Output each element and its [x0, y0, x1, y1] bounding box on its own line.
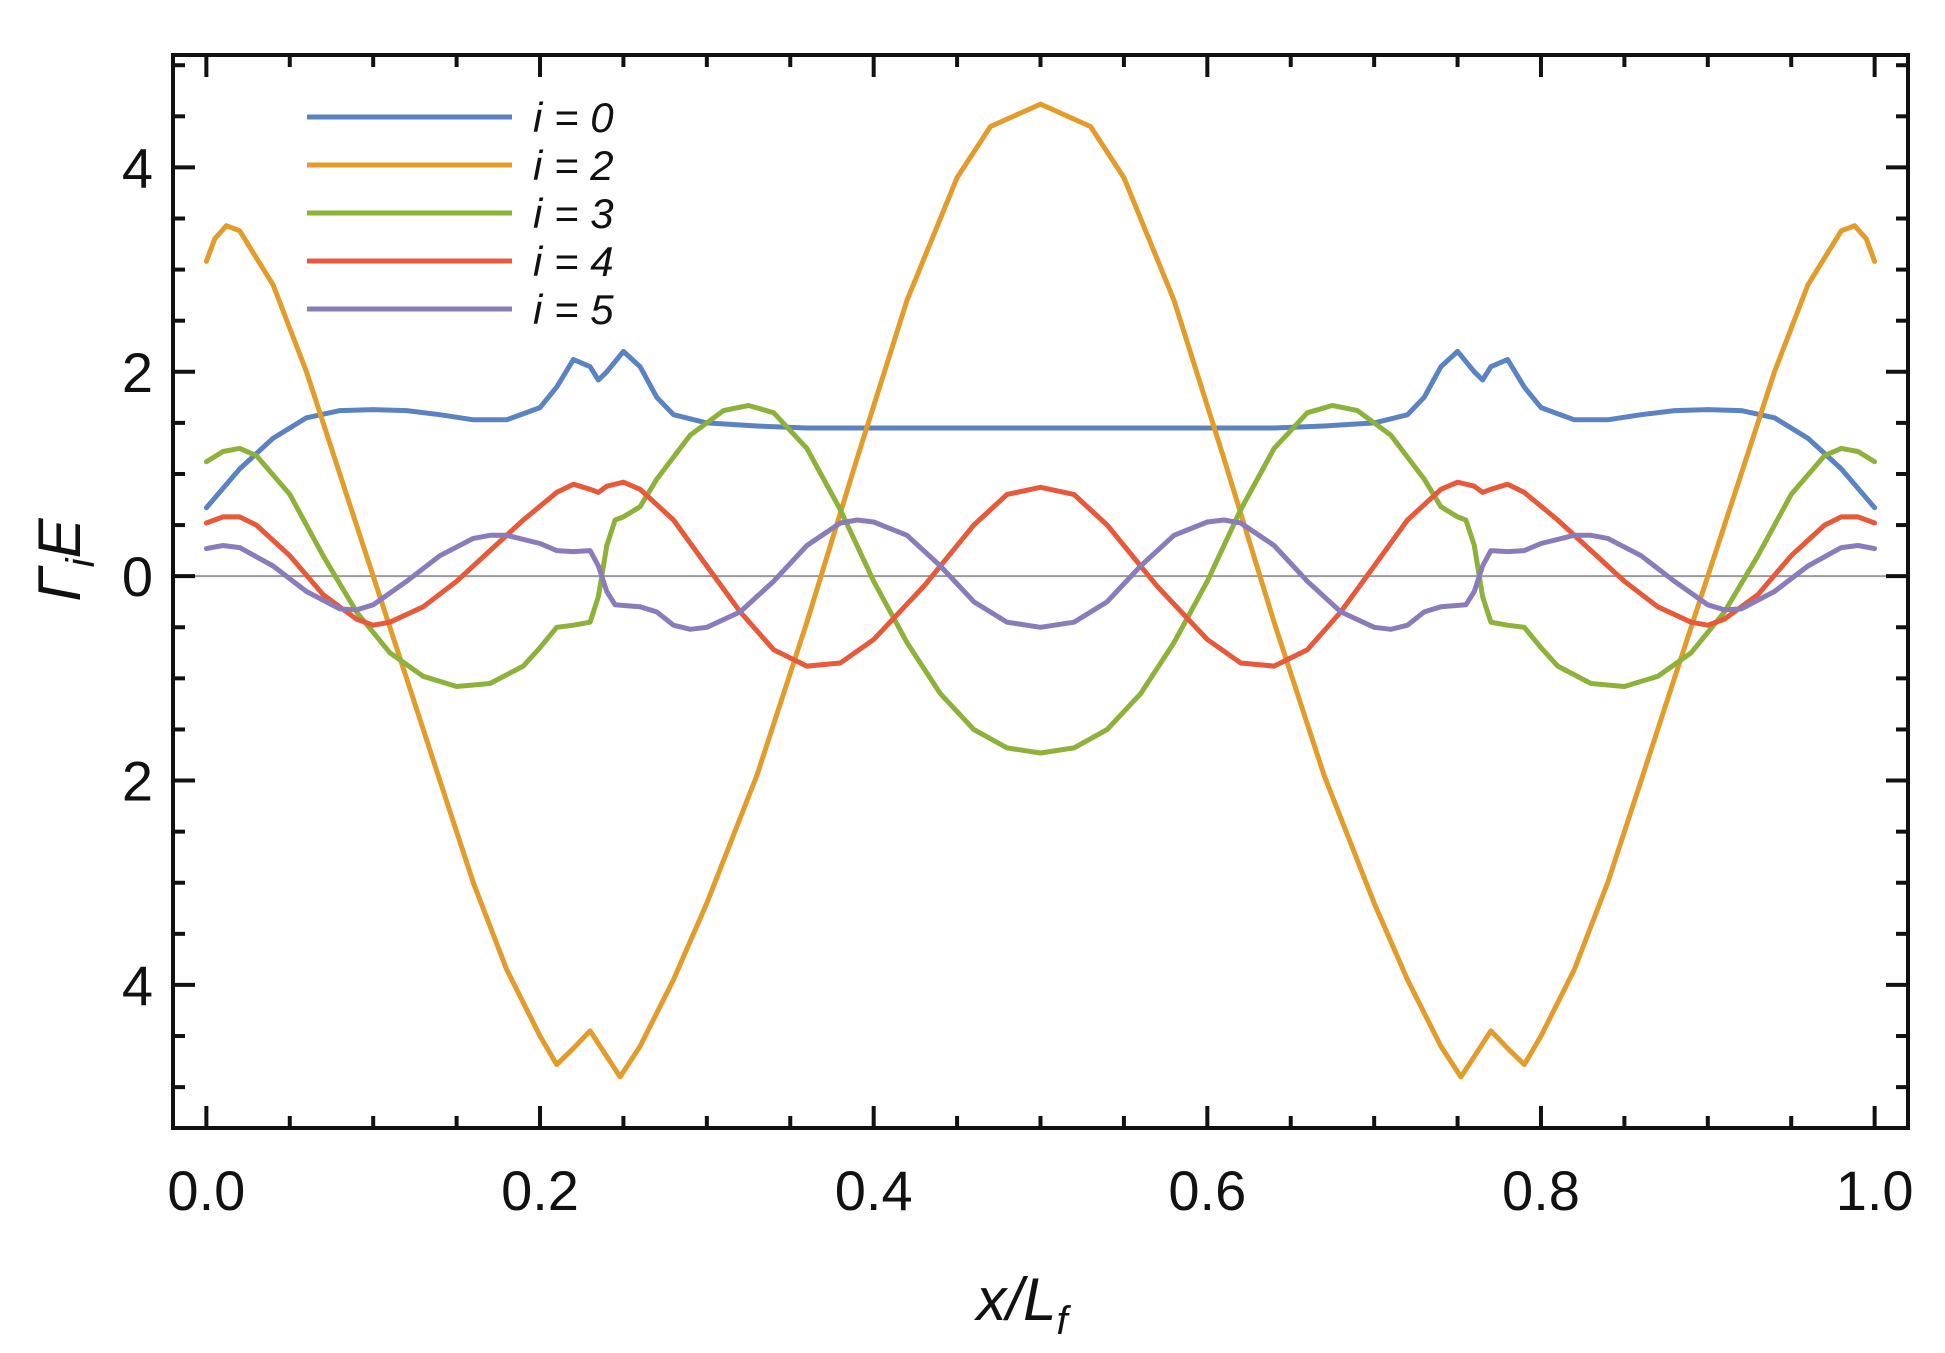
y-tick-label: 2 — [122, 341, 153, 404]
y-tick-label: 0 — [122, 545, 153, 608]
y-axis-label-main: Γ — [26, 565, 93, 602]
legend-label: i = 5 — [533, 286, 614, 333]
x-tick-label: 0.6 — [1168, 1159, 1246, 1222]
y-axis-label: ΓiE — [26, 517, 103, 601]
series-line-0 — [203, 348, 1878, 511]
legend-label: i = 2 — [533, 142, 614, 189]
x-tick-label: 0.8 — [1502, 1159, 1580, 1222]
x-tick-label: 0.2 — [501, 1159, 579, 1222]
x-tick-labels: 0.0 0.2 0.4 0.6 0.8 1.0 — [167, 1159, 1913, 1222]
y-axis-label-tail: E — [26, 517, 93, 558]
x-tick-label: 0.4 — [835, 1159, 913, 1222]
legend: i = 0i = 2i = 3i = 4i = 5 — [307, 94, 614, 333]
x-tick-label: 0.0 — [167, 1159, 245, 1222]
plot-frame — [171, 53, 1910, 1130]
series-line-3 — [203, 479, 1878, 669]
x-axis-label: x/Lf — [973, 1266, 1071, 1343]
x-axis-label-main: x/L — [973, 1266, 1056, 1333]
y-tick-label: 4 — [122, 954, 153, 1017]
legend-label: i = 3 — [533, 190, 614, 237]
y-tick-label: 2 — [122, 750, 153, 813]
legend-label: i = 4 — [533, 238, 614, 285]
legend-label: i = 0 — [533, 94, 614, 141]
y-axis-label-subscript: i — [59, 557, 103, 567]
y-tick-label: 4 — [122, 136, 153, 199]
series-layer — [203, 101, 1878, 1080]
series-line-4 — [203, 517, 1878, 632]
series-line-2 — [203, 403, 1878, 756]
x-tick-label: 1.0 — [1836, 1159, 1914, 1222]
y-tick-labels: 4 2 0 2 4 — [122, 136, 153, 1017]
series-line-1 — [203, 101, 1878, 1080]
